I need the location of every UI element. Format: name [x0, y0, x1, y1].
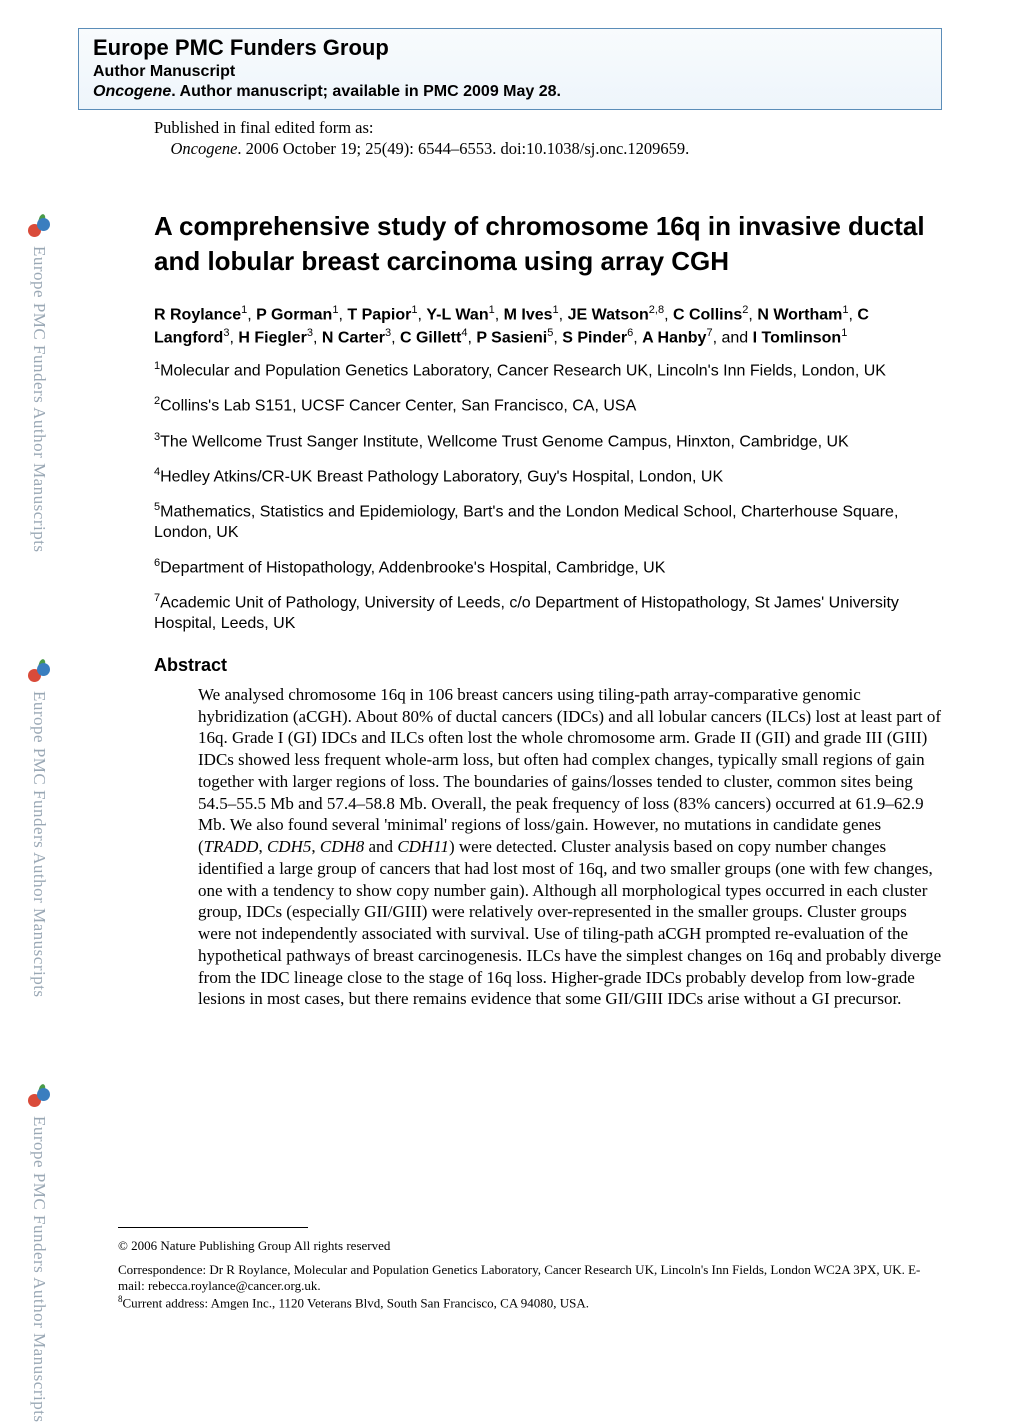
- watermark-text: Europe PMC Funders Author Manuscripts: [29, 1116, 49, 1423]
- author-list: R Roylance1, P Gorman1, T Papior1, Y-L W…: [154, 303, 942, 349]
- watermark-1: Europe PMC Funders Author Manuscripts: [22, 218, 56, 548]
- watermark-text: Europe PMC Funders Author Manuscripts: [29, 246, 49, 553]
- abstract-heading: Abstract: [154, 655, 942, 676]
- affiliation-6: 6Department of Histopathology, Addenbroo…: [154, 556, 942, 579]
- watermark-text: Europe PMC Funders Author Manuscripts: [29, 691, 49, 998]
- funders-group-label: Europe PMC Funders Group: [93, 35, 927, 61]
- footnotes: © 2006 Nature Publishing Group All right…: [118, 1227, 942, 1312]
- affiliation-4: 4Hedley Atkins/CR-UK Breast Pathology La…: [154, 465, 942, 488]
- pmc-logo-icon: [28, 218, 50, 240]
- availability-text: . Author manuscript; available in PMC 20…: [171, 83, 561, 100]
- journal-name: Oncogene: [93, 83, 171, 100]
- manuscript-page: Europe PMC Funders Author Manuscripts Eu…: [0, 28, 1020, 1348]
- affiliation-1: 1Molecular and Population Genetics Labor…: [154, 359, 942, 382]
- article-title: A comprehensive study of chromosome 16q …: [154, 209, 942, 279]
- citation-line: Oncogene. 2006 October 19; 25(49): 6544–…: [154, 139, 942, 160]
- author-manuscript-label: Author Manuscript: [93, 63, 927, 81]
- watermark-3: Europe PMC Funders Author Manuscripts: [22, 1088, 56, 1328]
- article-content: A comprehensive study of chromosome 16q …: [154, 209, 942, 1010]
- current-address-note: 8Current address: Amgen Inc., 1120 Veter…: [118, 1294, 942, 1312]
- citation-journal: Oncogene: [171, 139, 238, 158]
- pub-form-label: Published in final edited form as:: [154, 118, 942, 139]
- affiliation-7: 7Academic Unit of Pathology, University …: [154, 591, 942, 635]
- journal-availability-label: Oncogene. Author manuscript; available i…: [93, 83, 927, 101]
- footnote-rule: [118, 1227, 308, 1228]
- affiliation-2: 2Collins's Lab S151, UCSF Cancer Center,…: [154, 394, 942, 417]
- affiliation-3: 3The Wellcome Trust Sanger Institute, We…: [154, 430, 942, 453]
- pmc-logo-icon: [28, 663, 50, 685]
- watermark-2: Europe PMC Funders Author Manuscripts: [22, 663, 56, 993]
- copyright-notice: © 2006 Nature Publishing Group All right…: [118, 1238, 942, 1254]
- affiliation-5: 5Mathematics, Statistics and Epidemiolog…: [154, 500, 942, 544]
- publication-info: Published in final edited form as: Oncog…: [154, 118, 942, 159]
- funders-header-box: Europe PMC Funders Group Author Manuscri…: [78, 28, 942, 110]
- citation-details: . 2006 October 19; 25(49): 6544–6553. do…: [237, 139, 689, 158]
- abstract-body: We analysed chromosome 16q in 106 breast…: [198, 684, 942, 1010]
- pmc-logo-icon: [28, 1088, 50, 1110]
- correspondence-note: Correspondence: Dr R Roylance, Molecular…: [118, 1262, 942, 1295]
